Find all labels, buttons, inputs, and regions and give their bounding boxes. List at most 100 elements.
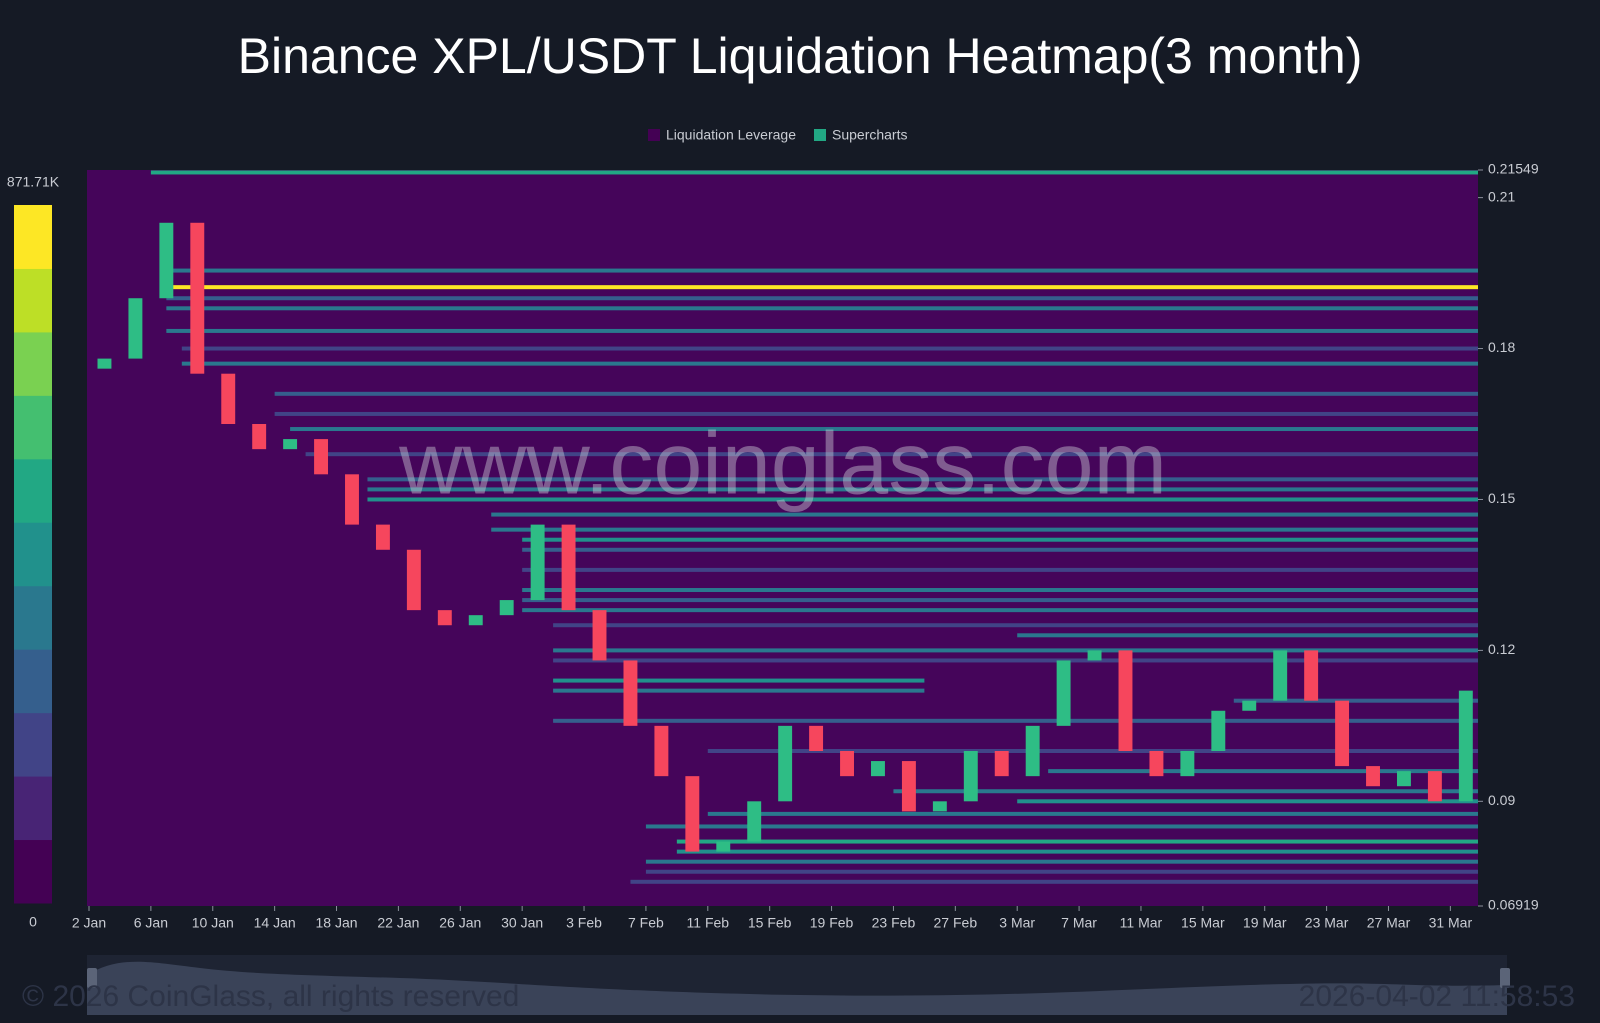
- liquidation-level: [522, 598, 1478, 603]
- y-tick-label: 0.12: [1488, 641, 1515, 657]
- liquidation-level: [491, 527, 1479, 532]
- candle: [190, 222, 205, 374]
- candle: [221, 373, 236, 425]
- candle: [747, 801, 762, 842]
- liquidation-level: [676, 849, 1478, 854]
- candle: [1149, 751, 1164, 777]
- y-tick-label: 0.21549: [1488, 161, 1539, 177]
- candle: [932, 801, 947, 812]
- colorbar-step: [14, 776, 52, 841]
- x-tick-label: 14 Jan: [254, 915, 296, 931]
- candle: [468, 615, 483, 626]
- candle: [1025, 725, 1040, 777]
- footer: © 2026 CoinGlass, all rights reserved: [22, 980, 519, 1013]
- liquidation-level: [274, 391, 1478, 396]
- candle: [716, 841, 731, 852]
- liquidation-level: [553, 648, 1478, 653]
- candle: [778, 725, 793, 802]
- candle: [963, 751, 978, 802]
- colorbar-step: [14, 585, 52, 650]
- liquidation-level: [166, 268, 1479, 273]
- x-tick-label: 15 Mar: [1181, 915, 1225, 931]
- liquidation-level: [367, 497, 1479, 502]
- colorbar-step: [14, 712, 52, 777]
- candle: [375, 524, 390, 550]
- liquidation-level: [1233, 698, 1478, 703]
- colorbar-step: [14, 331, 52, 396]
- x-tick-label: 18 Jan: [315, 915, 357, 931]
- x-tick-label: 11 Feb: [687, 915, 730, 931]
- colorbar-label: 0: [29, 914, 37, 930]
- liquidation-level: [707, 811, 1478, 816]
- x-tick-label: 19 Feb: [810, 915, 854, 931]
- liquidation-level: [522, 547, 1478, 552]
- liquidation-level: [553, 678, 925, 683]
- colorbar-step: [14, 839, 52, 904]
- candle: [994, 751, 1009, 777]
- candle: [1087, 650, 1102, 661]
- x-tick-label: 11 Mar: [1120, 915, 1163, 931]
- x-tick-label: 7 Mar: [1061, 915, 1097, 931]
- liquidation-level: [553, 688, 925, 693]
- candle: [1458, 690, 1473, 802]
- overlay: www.coinglass.com: [398, 413, 1167, 512]
- colorbar-step: [14, 649, 52, 714]
- liquidation-level: [707, 749, 1478, 754]
- candle: [437, 610, 452, 626]
- liquidation-level: [181, 361, 1478, 366]
- x-tick-label: 27 Feb: [934, 915, 978, 931]
- liquidation-level: [893, 789, 1478, 794]
- colorbar-step: [14, 268, 52, 333]
- x-tick-label: 6 Jan: [134, 915, 168, 931]
- liquidation-level: [1048, 769, 1478, 774]
- liquidation-level: [522, 608, 1478, 613]
- candle: [840, 751, 854, 777]
- liquidation-level: [630, 879, 1478, 884]
- candle: [1366, 766, 1380, 787]
- candle: [159, 222, 174, 299]
- x-tick-label: 23 Mar: [1305, 915, 1349, 931]
- candle: [345, 474, 359, 525]
- x-tick-label: 31 Mar: [1429, 915, 1473, 931]
- candle: [871, 761, 885, 777]
- x-tick-label: 10 Jan: [192, 915, 234, 931]
- liquidation-level: [522, 567, 1478, 572]
- candle: [1396, 771, 1411, 787]
- legend-label: Supercharts: [832, 127, 907, 143]
- candle: [901, 761, 916, 812]
- x-tick-label: 30 Jan: [501, 915, 543, 931]
- candle: [561, 524, 576, 611]
- candle: [314, 439, 329, 475]
- y-tick-label: 0.09: [1488, 792, 1515, 808]
- chart-title: Binance XPL/USDT Liquidation Heatmap(3 m…: [238, 28, 1363, 84]
- navigator-handle[interactable]: [1500, 968, 1510, 988]
- liquidation-level: [166, 285, 1479, 290]
- candle: [406, 549, 421, 611]
- candle: [97, 358, 112, 369]
- liquidation-level: [491, 512, 1479, 517]
- liquidation-level: [645, 859, 1478, 864]
- liquidation-level: [522, 537, 1478, 542]
- candle: [1056, 660, 1071, 726]
- x-tick-label: 27 Mar: [1367, 915, 1411, 931]
- candle: [283, 439, 298, 450]
- navigator-handle[interactable]: [87, 968, 97, 988]
- plot-area: [87, 170, 1479, 906]
- liquidation-level: [676, 839, 1478, 844]
- colorbar-step: [14, 205, 52, 269]
- liquidation-level: [553, 718, 1478, 723]
- liquidation-level: [645, 869, 1478, 874]
- candle: [1304, 650, 1319, 701]
- x-tick-label: 15 Feb: [748, 915, 792, 931]
- candle: [1335, 700, 1350, 767]
- legend-swatch: [814, 129, 826, 141]
- candle: [654, 725, 669, 777]
- legend-swatch: [648, 129, 660, 141]
- candle: [592, 610, 607, 661]
- candle: [685, 776, 700, 852]
- navigator-area: [87, 961, 1507, 1015]
- liquidation-level: [181, 346, 1478, 351]
- y-tick-label: 0.15: [1488, 490, 1515, 506]
